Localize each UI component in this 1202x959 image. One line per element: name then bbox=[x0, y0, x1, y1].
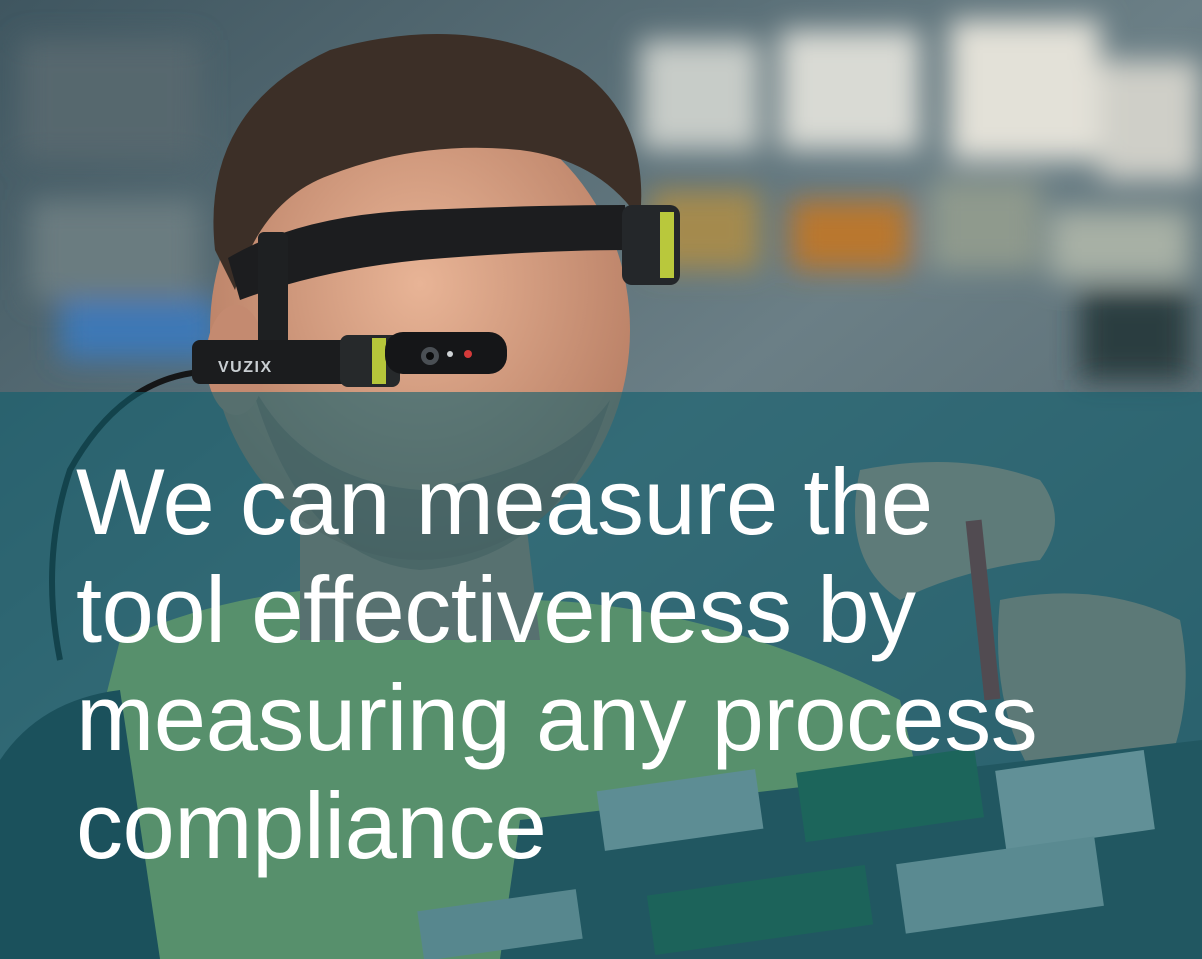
blurred-shelves bbox=[20, 20, 1200, 380]
headline-line-3: measuring any process bbox=[76, 665, 1038, 770]
vuzix-logo-text: VUZIX bbox=[218, 359, 273, 376]
headline-line-4: compliance bbox=[76, 773, 547, 878]
headline-line-1: We can measure the bbox=[76, 449, 933, 554]
headline-line-2: tool effectiveness by bbox=[76, 557, 916, 662]
teal-overlay-band bbox=[0, 392, 1202, 959]
headline: We can measure the tool effectiveness by… bbox=[76, 448, 1166, 880]
